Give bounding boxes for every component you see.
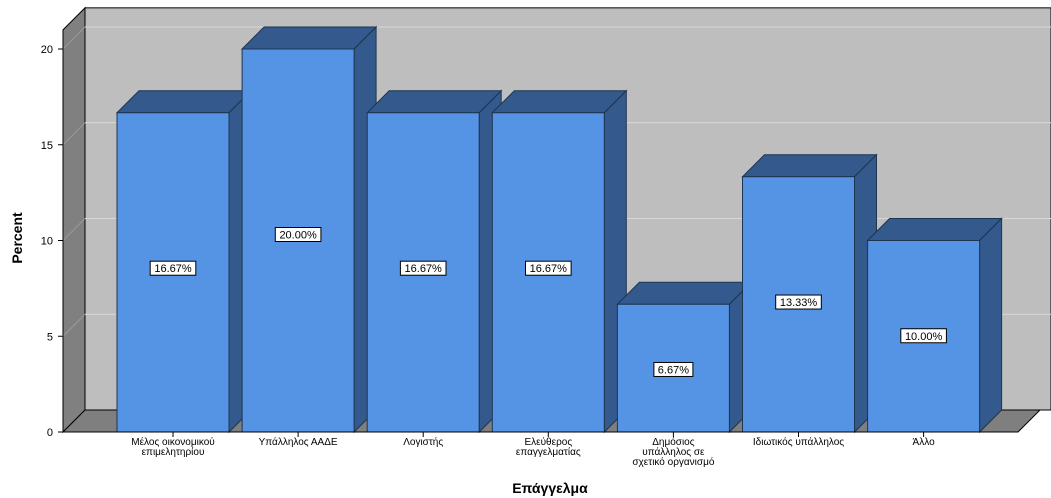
data-label: 6.67% xyxy=(658,364,689,376)
data-label-box xyxy=(900,328,947,344)
data-labels: 16.67% 20.00% 16.67% 16.67% 6.67% 13.33% 10.00… xyxy=(149,227,947,377)
data-label-box xyxy=(274,227,322,242)
x-axis-title: Επάγγελμα xyxy=(512,480,588,496)
x-tick-label: Ιδιωτικός υπάλληλος xyxy=(753,436,844,448)
data-label-box xyxy=(149,260,197,276)
data-label: 16.67% xyxy=(405,263,443,275)
data-label-box xyxy=(399,260,447,276)
side-wall xyxy=(62,6,86,434)
gridline-side xyxy=(62,122,86,146)
x-tick-label: Ελεύθερος επαγγελματίας xyxy=(516,436,581,458)
x-axis: Μέλος οικονομικού επιμελητηρίου Υπάλληλος … xyxy=(63,431,1018,468)
data-label-box xyxy=(653,361,694,377)
y-axis: 0 5 10 15 20 xyxy=(41,29,64,439)
gridline-side xyxy=(62,218,86,241)
x-tick-label: Υπάλληλος ΑΑΔΕ xyxy=(259,436,338,448)
data-label: 13.33% xyxy=(780,297,818,309)
y-tick-label: 0 xyxy=(47,427,53,439)
data-label: 16.67% xyxy=(154,263,192,275)
bar-top xyxy=(616,281,753,305)
gridline-side xyxy=(62,26,86,50)
x-tick-label: Δημόσιος υπάλληλος σε σχετικό οργανισμό xyxy=(632,436,714,468)
bars xyxy=(115,25,1003,434)
y-tick-label: 5 xyxy=(47,331,53,343)
y-tick-label: 20 xyxy=(41,44,53,56)
data-label-box xyxy=(525,260,572,276)
x-tick-label: Λογιστής xyxy=(403,436,443,448)
y-tick-label: 10 xyxy=(41,236,53,248)
data-label: 16.67% xyxy=(530,263,568,275)
bar-top xyxy=(115,90,253,114)
data-label-box xyxy=(775,294,822,310)
gridline-side xyxy=(62,313,86,337)
bar-top xyxy=(741,154,878,178)
data-label: 20.00% xyxy=(279,230,317,242)
y-tick-label: 15 xyxy=(41,140,53,152)
x-tick-label: Άλλο xyxy=(913,437,936,448)
y-axis-title: Percent xyxy=(9,212,25,264)
bar-top xyxy=(240,26,378,50)
x-tick-label: Μέλος οικονομικού επιμελητηρίου xyxy=(131,436,214,458)
bar-side xyxy=(979,217,1003,434)
bar-top xyxy=(491,90,628,114)
bar-top xyxy=(365,90,503,114)
data-label: 10.00% xyxy=(905,331,943,343)
bar-top xyxy=(866,218,1003,241)
